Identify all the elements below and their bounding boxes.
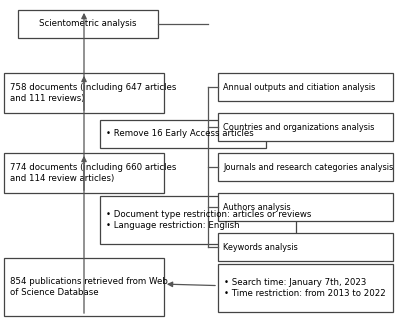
FancyBboxPatch shape [218, 233, 393, 261]
FancyBboxPatch shape [218, 113, 393, 141]
FancyBboxPatch shape [218, 73, 393, 101]
Text: Annual outputs and citiation analysis: Annual outputs and citiation analysis [223, 83, 375, 92]
Text: Scientometric analysis: Scientometric analysis [39, 20, 137, 29]
Text: Journals and research categories analysis: Journals and research categories analysi… [223, 162, 393, 172]
Text: Countries and organizations analysis: Countries and organizations analysis [223, 123, 375, 132]
FancyBboxPatch shape [4, 153, 164, 193]
FancyBboxPatch shape [4, 73, 164, 113]
Text: Authors analysis: Authors analysis [223, 202, 291, 212]
Text: • Search time: January 7th, 2023
• Time restriction: from 2013 to 2022: • Search time: January 7th, 2023 • Time … [224, 278, 386, 298]
FancyBboxPatch shape [218, 153, 393, 181]
FancyBboxPatch shape [218, 264, 393, 312]
Text: Keywords analysis: Keywords analysis [223, 242, 298, 252]
FancyBboxPatch shape [218, 193, 393, 221]
Text: • Document type restriction: articles or reviews
• Language restriction: English: • Document type restriction: articles or… [106, 210, 311, 230]
Text: • Remove 16 Early Access articles: • Remove 16 Early Access articles [106, 129, 254, 138]
Text: 854 publications retrieved from Web
of Science Database: 854 publications retrieved from Web of S… [10, 277, 168, 297]
FancyBboxPatch shape [18, 10, 158, 38]
FancyBboxPatch shape [100, 196, 296, 244]
Text: 758 documents (including 647 articles
and 111 reviews): 758 documents (including 647 articles an… [10, 83, 176, 103]
Text: 774 documents (including 660 articles
and 114 review articles): 774 documents (including 660 articles an… [10, 163, 176, 183]
FancyBboxPatch shape [4, 258, 164, 316]
FancyBboxPatch shape [100, 120, 266, 148]
